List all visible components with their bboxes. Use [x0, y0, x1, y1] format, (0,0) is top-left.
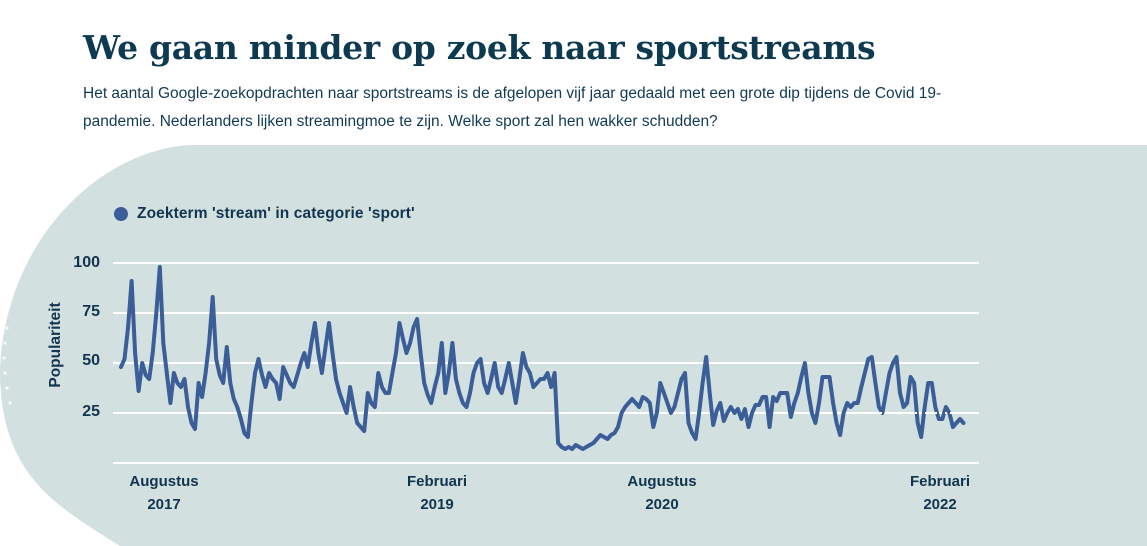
page-subtitle: Het aantal Google-zoekopdrachten naar sp…	[83, 84, 942, 130]
x-tick-year: 2020	[645, 496, 679, 513]
panel-blob-background	[0, 145, 1147, 546]
legend-dot-icon	[114, 207, 128, 221]
x-tick-month: Augustus	[129, 473, 199, 490]
line-series-stream-sport	[119, 265, 966, 451]
x-tick-year: 2017	[147, 496, 181, 513]
x-tick-year: 2019	[420, 496, 454, 513]
x-tick-label: Augustus 2017	[94, 470, 234, 516]
x-tick-label: Februari 2022	[870, 470, 1010, 516]
chart-legend: Zoekterm 'stream' in categorie 'sport'	[114, 205, 415, 223]
plot-area	[113, 262, 979, 464]
decorative-dots	[2, 326, 12, 405]
y-tick-label: 100	[73, 254, 100, 271]
legend-label: Zoekterm 'stream' in categorie 'sport'	[137, 205, 415, 222]
x-tick-label: Augustus 2020	[592, 470, 732, 516]
x-tick-label: Februari 2019	[367, 470, 507, 516]
y-tick-label: 25	[82, 403, 100, 420]
y-tick-label: 75	[82, 303, 100, 320]
page-title: We gaan minder op zoek naar sportstreams	[83, 28, 876, 68]
x-tick-month: Februari	[406, 473, 467, 490]
x-tick-month: Augustus	[627, 473, 697, 490]
x-tick-year: 2022	[923, 496, 957, 513]
y-tick-label: 50	[82, 352, 100, 369]
blob-shape	[0, 145, 1147, 546]
x-tick-month: Februari	[909, 473, 970, 490]
